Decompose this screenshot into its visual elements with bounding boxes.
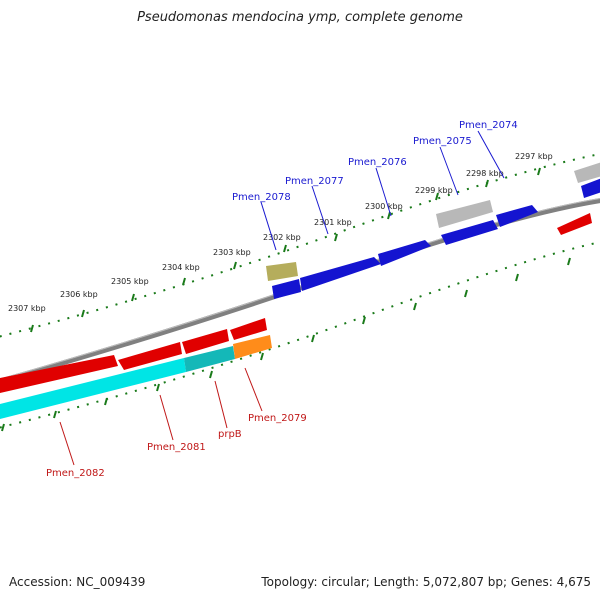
prpb-feature[interactable] xyxy=(184,346,235,372)
forward-gene-labels: Pmen_2074 Pmen_2075 Pmen_2076 Pmen_2077 … xyxy=(232,120,518,203)
kbp-label: 2302 kbp xyxy=(263,233,301,242)
kbp-label: 2303 kbp xyxy=(213,248,251,257)
pseudo-gene-feature[interactable] xyxy=(436,200,493,228)
gene-pmen-2077-feature[interactable] xyxy=(272,279,301,299)
gene-pmen-2076-feature[interactable] xyxy=(300,257,381,291)
genome-summary-text: Topology: circular; Length: 5,072,807 bp… xyxy=(261,575,591,589)
gene-label-pmen-2076: Pmen_2076 xyxy=(348,157,407,168)
inner-scale-line xyxy=(0,241,600,429)
gene-reverse-feature-right[interactable] xyxy=(557,213,592,235)
gene-label-pmen-2078: Pmen_2078 xyxy=(232,192,291,203)
gene-label-pmen-2075: Pmen_2075 xyxy=(413,136,472,147)
map-title: Pseudomonas mendocina ymp, complete geno… xyxy=(137,10,463,25)
kbp-label: 2300 kbp xyxy=(365,202,403,211)
kbp-labels: 2307 kbp 2306 kbp 2305 kbp 2304 kbp 2303… xyxy=(8,152,553,313)
reverse-genes xyxy=(0,213,592,419)
pmen-2079-feature[interactable] xyxy=(233,335,272,359)
pseudo-gene-feature-right[interactable] xyxy=(574,162,600,183)
accession-text: Accession: NC_009439 xyxy=(9,575,146,589)
gene-label-pmen-2082: Pmen_2082 xyxy=(46,468,105,479)
gene-forward-feature-right[interactable] xyxy=(581,178,600,198)
kbp-label: 2305 kbp xyxy=(111,277,149,286)
gene-pmen-2075-feature[interactable] xyxy=(378,240,431,266)
kbp-label: 2307 kbp xyxy=(8,304,46,313)
kbp-label: 2304 kbp xyxy=(162,263,200,272)
gene-label-pmen-2079: Pmen_2079 xyxy=(248,413,307,424)
gene-label-prpb: prpB xyxy=(218,429,242,440)
gene-pmen-2081-feature[interactable] xyxy=(118,342,182,370)
gene-reverse-feature-2[interactable] xyxy=(230,318,267,340)
gene-pmen-2074-feature[interactable] xyxy=(496,205,538,227)
kbp-label: 2301 kbp xyxy=(314,218,352,227)
reverse-gene-labels: Pmen_2079 prpB Pmen_2081 Pmen_2082 xyxy=(46,413,307,479)
kbp-label: 2298 kbp xyxy=(466,169,504,178)
inner-major-ticks xyxy=(1,257,571,432)
kbp-label: 2299 kbp xyxy=(415,186,453,195)
gene-pmen-2082-feature[interactable] xyxy=(0,355,118,393)
cyan-feature[interactable] xyxy=(0,358,186,419)
gene-label-pmen-2074: Pmen_2074 xyxy=(459,120,518,131)
kbp-label: 2306 kbp xyxy=(60,290,98,299)
gene-pmen-2078-feature[interactable] xyxy=(266,262,298,281)
forward-genes xyxy=(266,162,600,299)
gene-label-pmen-2077: Pmen_2077 xyxy=(285,176,344,187)
gene-reverse-feature[interactable] xyxy=(182,329,229,354)
gene-label-pmen-2081: Pmen_2081 xyxy=(147,442,206,453)
gene-forward-feature[interactable] xyxy=(441,220,498,245)
kbp-label: 2297 kbp xyxy=(515,152,553,161)
